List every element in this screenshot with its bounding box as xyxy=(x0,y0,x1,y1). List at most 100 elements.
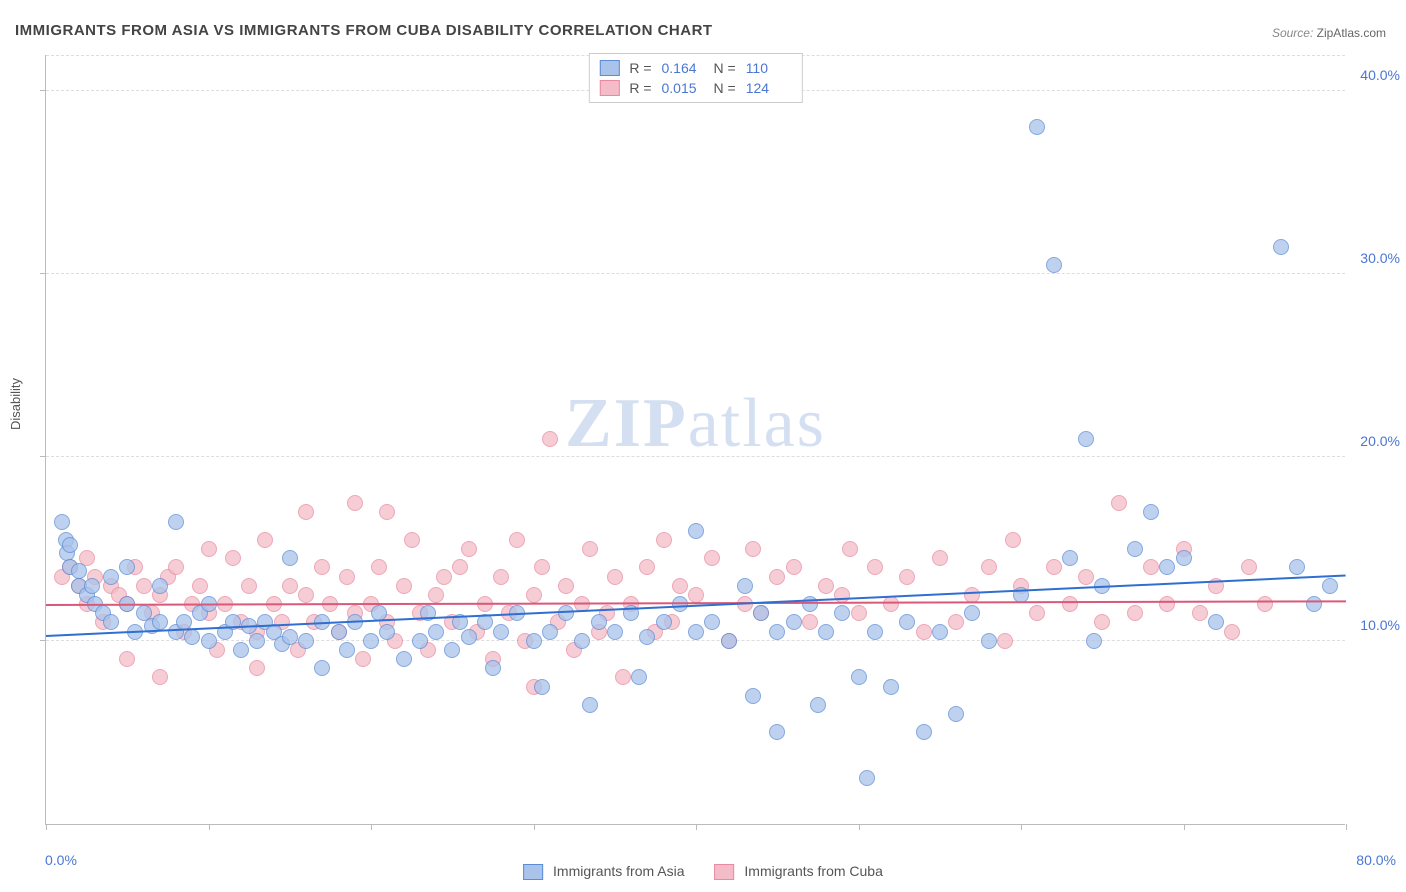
data-point-cuba xyxy=(249,660,265,676)
y-axis-label: Disability xyxy=(8,378,23,430)
data-point-cuba xyxy=(119,651,135,667)
data-point-asia xyxy=(1086,633,1102,649)
legend-label-asia: Immigrants from Asia xyxy=(553,863,684,879)
data-point-asia xyxy=(249,633,265,649)
y-tick xyxy=(40,273,46,274)
data-point-cuba xyxy=(997,633,1013,649)
gridline xyxy=(46,456,1345,457)
data-point-cuba xyxy=(136,578,152,594)
data-point-asia xyxy=(1159,559,1175,575)
data-point-cuba xyxy=(168,559,184,575)
data-point-cuba xyxy=(842,541,858,557)
data-point-cuba xyxy=(201,541,217,557)
data-point-cuba xyxy=(452,559,468,575)
y-tick xyxy=(40,640,46,641)
data-point-asia xyxy=(704,614,720,630)
correlation-legend: R = 0.164 N = 110 R = 0.015 N = 124 xyxy=(588,53,802,103)
data-point-asia xyxy=(721,633,737,649)
legend-item-cuba: Immigrants from Cuba xyxy=(715,863,883,880)
data-point-cuba xyxy=(404,532,420,548)
data-point-cuba xyxy=(656,532,672,548)
y-tick-label: 10.0% xyxy=(1360,617,1400,633)
data-point-asia xyxy=(1078,431,1094,447)
data-point-cuba xyxy=(493,569,509,585)
data-point-asia xyxy=(152,614,168,630)
data-point-asia xyxy=(769,724,785,740)
data-point-asia xyxy=(656,614,672,630)
data-point-asia xyxy=(639,629,655,645)
data-point-asia xyxy=(1176,550,1192,566)
legend-row-asia: R = 0.164 N = 110 xyxy=(599,58,787,78)
data-point-cuba xyxy=(1029,605,1045,621)
data-point-asia xyxy=(1127,541,1143,557)
legend-label-cuba: Immigrants from Cuba xyxy=(744,863,882,879)
data-point-cuba xyxy=(704,550,720,566)
data-point-cuba xyxy=(786,559,802,575)
data-point-asia xyxy=(745,688,761,704)
r-value-asia: 0.164 xyxy=(662,58,704,78)
data-point-asia xyxy=(282,550,298,566)
data-point-asia xyxy=(314,660,330,676)
data-point-asia xyxy=(810,697,826,713)
data-point-cuba xyxy=(241,578,257,594)
swatch-cuba-icon xyxy=(599,80,619,96)
x-axis-min-label: 0.0% xyxy=(45,852,77,868)
data-point-cuba xyxy=(851,605,867,621)
y-tick xyxy=(40,456,46,457)
data-point-asia xyxy=(233,642,249,658)
data-point-asia xyxy=(298,633,314,649)
data-point-asia xyxy=(526,633,542,649)
data-point-cuba xyxy=(818,578,834,594)
n-value-cuba: 124 xyxy=(746,78,788,98)
x-tick xyxy=(1346,824,1347,830)
data-point-asia xyxy=(834,605,850,621)
data-point-cuba xyxy=(834,587,850,603)
data-point-cuba xyxy=(339,569,355,585)
data-point-cuba xyxy=(745,541,761,557)
data-point-cuba xyxy=(1062,596,1078,612)
gridline xyxy=(46,640,1345,641)
data-point-cuba xyxy=(899,569,915,585)
n-value-asia: 110 xyxy=(746,58,788,78)
data-point-asia xyxy=(1273,239,1289,255)
data-point-asia xyxy=(1029,119,1045,135)
y-tick-label: 40.0% xyxy=(1360,67,1400,83)
data-point-asia xyxy=(331,624,347,640)
data-point-asia xyxy=(964,605,980,621)
data-point-cuba xyxy=(582,541,598,557)
data-point-asia xyxy=(688,523,704,539)
data-point-cuba xyxy=(1143,559,1159,575)
x-tick xyxy=(859,824,860,830)
data-point-cuba xyxy=(1257,596,1273,612)
chart-title: IMMIGRANTS FROM ASIA VS IMMIGRANTS FROM … xyxy=(15,22,713,39)
swatch-asia-icon xyxy=(599,60,619,76)
data-point-asia xyxy=(379,624,395,640)
data-point-cuba xyxy=(428,587,444,603)
data-point-asia xyxy=(201,633,217,649)
data-point-cuba xyxy=(1046,559,1062,575)
data-point-cuba xyxy=(1078,569,1094,585)
data-point-asia xyxy=(1322,578,1338,594)
data-point-cuba xyxy=(769,569,785,585)
data-point-asia xyxy=(737,578,753,594)
data-point-cuba xyxy=(436,569,452,585)
data-point-asia xyxy=(282,629,298,645)
x-tick xyxy=(371,824,372,830)
data-point-asia xyxy=(558,605,574,621)
data-point-cuba xyxy=(1192,605,1208,621)
data-point-asia xyxy=(363,633,379,649)
n-label: N = xyxy=(714,58,736,78)
data-point-cuba xyxy=(688,587,704,603)
data-point-asia xyxy=(591,614,607,630)
data-point-cuba xyxy=(509,532,525,548)
data-point-asia xyxy=(152,578,168,594)
data-point-asia xyxy=(1143,504,1159,520)
data-point-cuba xyxy=(639,559,655,575)
data-point-cuba xyxy=(672,578,688,594)
data-point-cuba xyxy=(225,550,241,566)
data-point-cuba xyxy=(257,532,273,548)
data-point-cuba xyxy=(298,504,314,520)
data-point-cuba xyxy=(802,614,818,630)
data-point-cuba xyxy=(1111,495,1127,511)
data-point-asia xyxy=(688,624,704,640)
